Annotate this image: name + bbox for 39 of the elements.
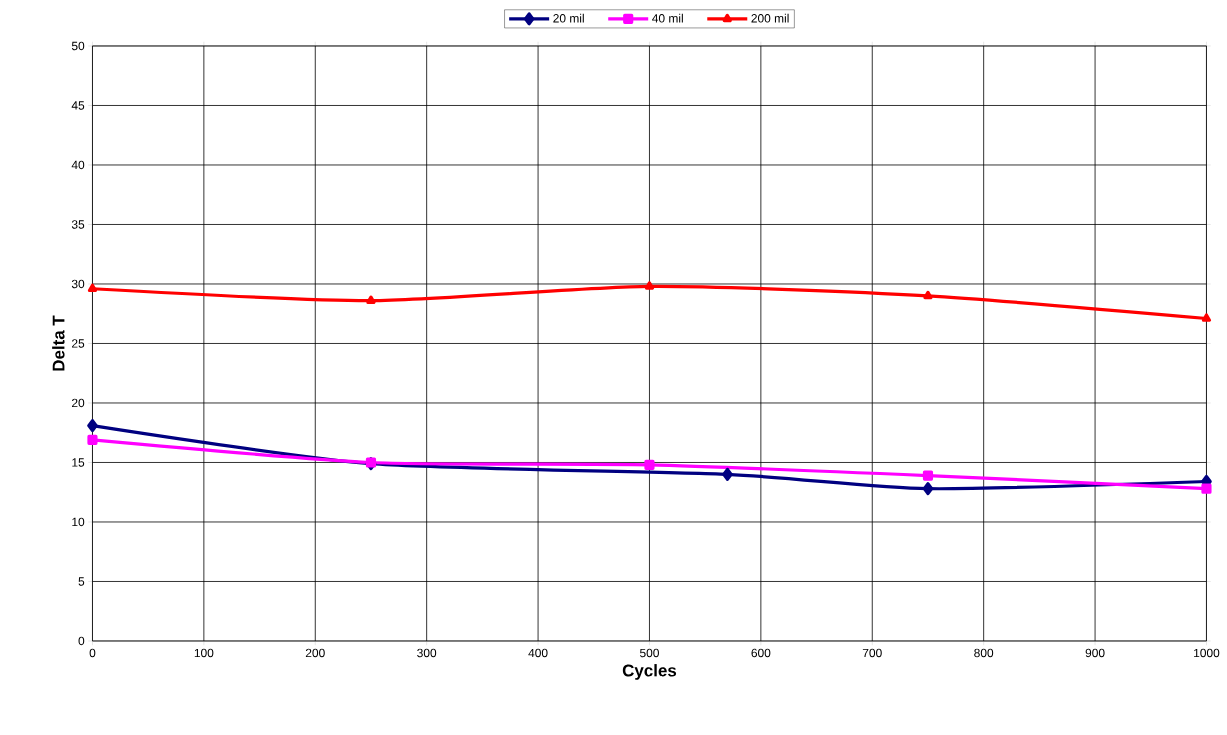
- y-tick-label: 15: [72, 458, 85, 467]
- x-tick-label: 300: [417, 648, 437, 658]
- x-tick-label: 1000: [1194, 648, 1220, 658]
- point: [644, 281, 655, 290]
- point: [922, 482, 934, 496]
- x-tick-label: 900: [1085, 648, 1105, 658]
- point: [366, 295, 376, 304]
- y-tick-label: 35: [71, 220, 85, 229]
- y-tick-label: 45: [71, 101, 85, 110]
- point: [644, 459, 655, 470]
- legend-label: 200 mil: [751, 13, 789, 23]
- legend-label: 20 mil: [553, 13, 584, 23]
- y-tick-label: 0: [78, 636, 85, 646]
- y-tick-label: 25: [71, 339, 85, 348]
- y-tick-label: 50: [71, 41, 85, 51]
- point: [1201, 483, 1212, 494]
- point: [722, 467, 733, 481]
- point: [1201, 313, 1212, 322]
- point: [922, 470, 934, 481]
- x-tick-label: 200: [305, 648, 325, 658]
- y-tick-label: 20: [71, 398, 85, 408]
- legend-label: 40 mil: [652, 13, 683, 23]
- x-tick-label: 100: [194, 648, 214, 658]
- point: [87, 283, 98, 293]
- y-axis-title: Delta T: [52, 315, 65, 371]
- x-tick-label: 0: [89, 648, 96, 658]
- x-tick-label: 500: [639, 648, 659, 658]
- x-axis-title: Cycles: [622, 664, 677, 680]
- y-tick-label: 30: [71, 279, 85, 289]
- y-tick-label: 5: [78, 577, 85, 586]
- point: [87, 434, 98, 445]
- x-tick-label: 800: [974, 648, 994, 658]
- y-tick-label: 10: [72, 517, 85, 527]
- point: [923, 290, 933, 300]
- x-tick-label: 700: [862, 648, 882, 658]
- y-tick-label: 40: [71, 160, 85, 170]
- x-tick-label: 400: [528, 648, 548, 658]
- x-tick-label: 600: [751, 648, 771, 658]
- point: [87, 419, 98, 433]
